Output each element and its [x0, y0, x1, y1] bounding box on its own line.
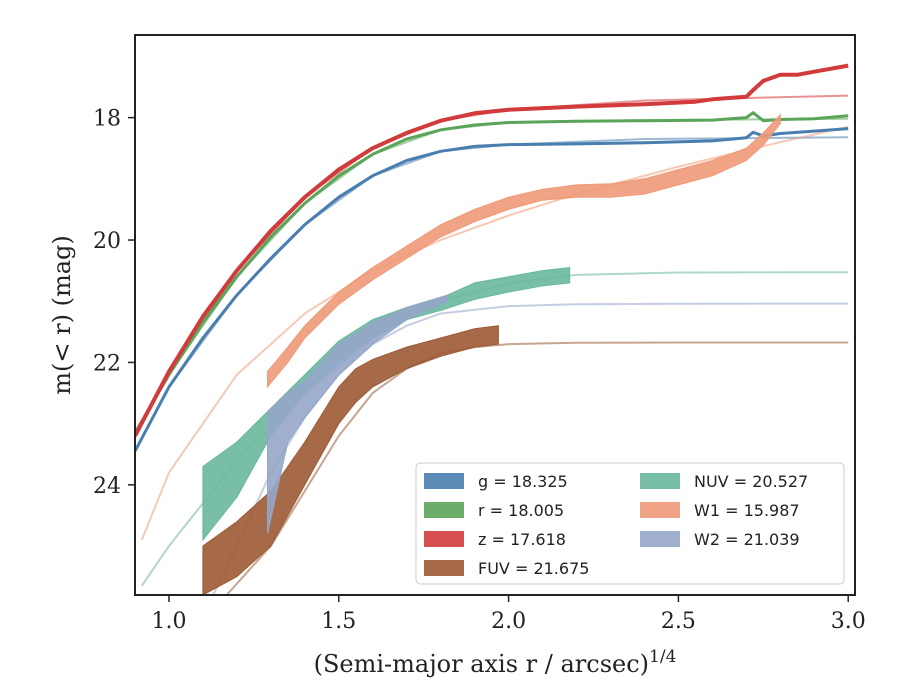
- legend-label-r: r = 18.005: [478, 501, 564, 520]
- legend-label-FUV: FUV = 21.675: [478, 559, 589, 578]
- plot-layer: [135, 63, 849, 595]
- x-tick-label: 1.5: [321, 609, 356, 634]
- legend-swatch-FUV: [424, 560, 464, 576]
- y-tick-label: 22: [93, 351, 121, 376]
- legend-swatch-NUV: [640, 473, 680, 489]
- observed-curve-g: [135, 127, 849, 452]
- legend-swatch-W2: [640, 531, 680, 547]
- y-tick-label: 24: [93, 474, 121, 499]
- y-axis-label: m(< r) (mag): [48, 235, 76, 394]
- legend-box: [415, 462, 845, 585]
- observed-band-W2: [267, 294, 448, 534]
- observed-curve-r: [135, 111, 849, 434]
- observed-band-FUV: [202, 325, 499, 595]
- observed-band-W1: [267, 113, 781, 389]
- legend-label-NUV: NUV = 20.527: [694, 472, 808, 491]
- x-tick-label: 2.0: [491, 609, 526, 634]
- legend-swatch-g: [424, 473, 464, 489]
- model-curve-W2: [212, 302, 849, 595]
- x-axis-label-main: (Semi-major axis r / arcsec): [314, 650, 649, 678]
- legend: g = 18.325 r = 18.005 z = 17.618 FUV = 21.6…: [415, 462, 845, 585]
- legend-label-W1: W1 = 15.987: [694, 501, 800, 520]
- ticks-layer: 1.0 1.5 2.0 2.5 3.0 18 20 22 24: [93, 107, 866, 634]
- x-tick-label: 2.5: [661, 609, 696, 634]
- x-axis-label: (Semi-major axis r / arcsec)1/4: [314, 647, 677, 678]
- y-tick-label: 20: [93, 229, 121, 254]
- x-tick-label: 1.0: [151, 609, 186, 634]
- plot-frame: [134, 34, 856, 596]
- legend-swatch-r: [424, 502, 464, 518]
- legend-label-z: z = 17.618: [478, 530, 566, 549]
- y-tick-label: 18: [93, 107, 121, 132]
- plot-area: [135, 63, 849, 595]
- model-curve-r: [135, 117, 849, 434]
- model-curve-W1: [140, 125, 849, 541]
- legend-swatch-z: [424, 531, 464, 547]
- legend-label-W2: W2 = 21.039: [694, 530, 800, 549]
- x-axis-label-sup: 1/4: [649, 647, 676, 667]
- legend-swatch-W1: [640, 502, 680, 518]
- legend-label-g: g = 18.325: [478, 472, 568, 491]
- x-tick-label: 3.0: [831, 609, 866, 634]
- observed-curve-z: [135, 63, 849, 437]
